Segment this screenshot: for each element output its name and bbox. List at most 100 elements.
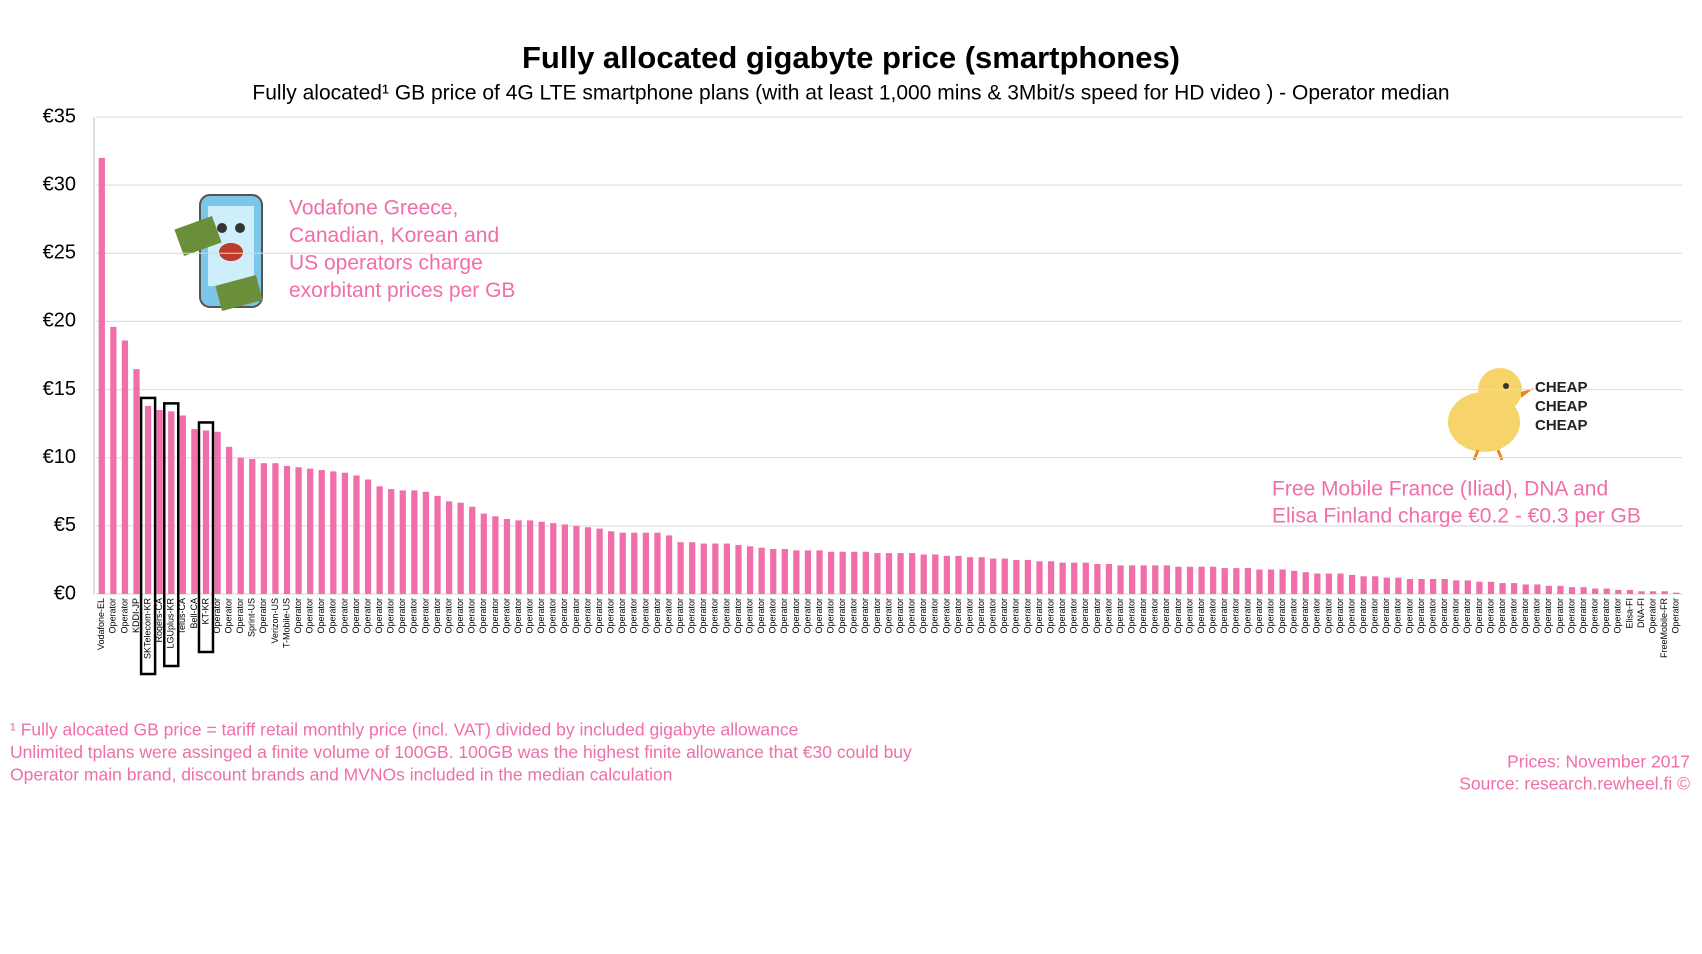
bar bbox=[851, 551, 858, 594]
x-tick-label: LGUplus-KR bbox=[166, 598, 176, 649]
bar bbox=[214, 431, 221, 594]
bar bbox=[1210, 566, 1217, 594]
x-tick-label: Operator bbox=[1323, 598, 1333, 634]
bar bbox=[388, 489, 395, 594]
x-tick-label: Operator bbox=[478, 598, 488, 634]
bar bbox=[226, 446, 233, 594]
x-tick-label: Operator bbox=[744, 598, 754, 634]
x-tick-label: Operator bbox=[872, 598, 882, 634]
bar bbox=[1094, 564, 1101, 594]
x-tick-label: Operator bbox=[814, 598, 824, 634]
x-tick-label: Operator bbox=[1265, 598, 1275, 634]
bar bbox=[1557, 585, 1564, 594]
bar bbox=[1117, 565, 1124, 594]
bar bbox=[642, 532, 650, 594]
bar bbox=[1661, 591, 1668, 594]
annotation: exorbitant prices per GB bbox=[289, 279, 515, 302]
bar bbox=[1418, 579, 1425, 594]
x-tick-label: Operator bbox=[443, 598, 453, 634]
x-tick-label: Operator bbox=[1034, 598, 1044, 634]
bar bbox=[1545, 585, 1552, 594]
x-tick-label: Operator bbox=[108, 598, 118, 634]
x-tick-label: Operator bbox=[698, 598, 708, 634]
bar bbox=[1152, 565, 1159, 594]
annotation: Free Mobile France (Iliad), DNA and bbox=[1272, 478, 1608, 501]
x-tick-label: Operator bbox=[779, 598, 789, 634]
x-tick-label: Operator bbox=[1277, 598, 1287, 634]
x-tick-label: Operator bbox=[1509, 598, 1519, 634]
bar bbox=[1429, 579, 1437, 594]
bar bbox=[330, 471, 337, 594]
y-tick-label: €35 bbox=[43, 105, 76, 127]
x-tick-label: Elisa-FI bbox=[1624, 598, 1634, 629]
x-tick-label: Operator bbox=[663, 598, 673, 634]
bar bbox=[1071, 562, 1078, 594]
x-tick-label: Operator bbox=[524, 598, 534, 634]
x-tick-label: Operator bbox=[1346, 598, 1356, 634]
bar bbox=[422, 491, 430, 594]
x-tick-label: Operator bbox=[953, 598, 963, 634]
bar bbox=[689, 542, 696, 594]
bar bbox=[665, 535, 673, 594]
x-tick-label: Operator bbox=[1045, 598, 1055, 634]
bar bbox=[677, 542, 684, 594]
source-note: Source: research.rewheel.fi © bbox=[1459, 774, 1690, 794]
chick-icon bbox=[1448, 368, 1534, 461]
annotation: US operators charge bbox=[289, 252, 483, 275]
bar bbox=[1673, 592, 1680, 594]
x-tick-label: Operator bbox=[1138, 598, 1148, 634]
x-tick-label: Operator bbox=[1231, 598, 1241, 634]
bar bbox=[307, 468, 314, 594]
x-tick-label: Operator bbox=[1011, 598, 1021, 634]
bar bbox=[353, 475, 360, 594]
bar bbox=[1337, 573, 1344, 594]
bar bbox=[1233, 568, 1240, 594]
bar bbox=[110, 326, 117, 594]
x-tick-label: SKTelecom-KR bbox=[142, 598, 152, 660]
bar bbox=[943, 555, 951, 594]
bar bbox=[1649, 591, 1657, 594]
bar bbox=[839, 551, 846, 594]
x-tick-label: Operator bbox=[1126, 598, 1136, 634]
bar bbox=[1024, 559, 1032, 594]
annotation: Elisa Finland charge €0.2 - €0.3 per GB bbox=[1272, 505, 1641, 528]
x-tick-label: Operator bbox=[571, 598, 581, 634]
bar bbox=[827, 551, 835, 594]
bar bbox=[457, 502, 464, 594]
bar bbox=[874, 553, 881, 594]
bar bbox=[191, 429, 198, 594]
bar bbox=[272, 463, 279, 594]
x-tick-label: Operator bbox=[710, 598, 720, 634]
footnote: Operator main brand, discount brands and… bbox=[10, 765, 672, 785]
bar bbox=[480, 513, 487, 594]
bar bbox=[168, 411, 175, 594]
bar bbox=[1395, 577, 1402, 594]
bar bbox=[1534, 584, 1541, 594]
x-tick-label: Operator bbox=[409, 598, 419, 634]
x-tick-label: Operator bbox=[432, 598, 442, 634]
bar bbox=[1267, 569, 1275, 594]
x-tick-label: Operator bbox=[490, 598, 500, 634]
bar bbox=[411, 490, 418, 594]
x-tick-label: Operator bbox=[999, 598, 1009, 634]
bar bbox=[561, 524, 568, 594]
x-tick-label: Operator bbox=[883, 598, 893, 634]
bar bbox=[295, 467, 302, 594]
x-tick-label: Operator bbox=[258, 598, 268, 634]
x-tick-label: Operator bbox=[420, 598, 430, 634]
x-tick-label: Operator bbox=[362, 598, 372, 634]
x-tick-label: Operator bbox=[386, 598, 396, 634]
x-tick-label: Operator bbox=[536, 598, 546, 634]
bar bbox=[1198, 566, 1205, 594]
x-tick-label: Operator bbox=[1312, 598, 1322, 634]
bar bbox=[1186, 566, 1194, 594]
bar bbox=[1302, 572, 1309, 594]
bar bbox=[249, 459, 256, 594]
x-tick-label: Operator bbox=[1057, 598, 1067, 634]
x-tick-label: Operator bbox=[1358, 598, 1368, 634]
x-tick-label: KT-KR bbox=[200, 598, 210, 625]
x-tick-label: DNA-FI bbox=[1636, 598, 1646, 628]
x-tick-label: Operator bbox=[1404, 598, 1414, 634]
x-tick-label: Operator bbox=[1092, 598, 1102, 634]
